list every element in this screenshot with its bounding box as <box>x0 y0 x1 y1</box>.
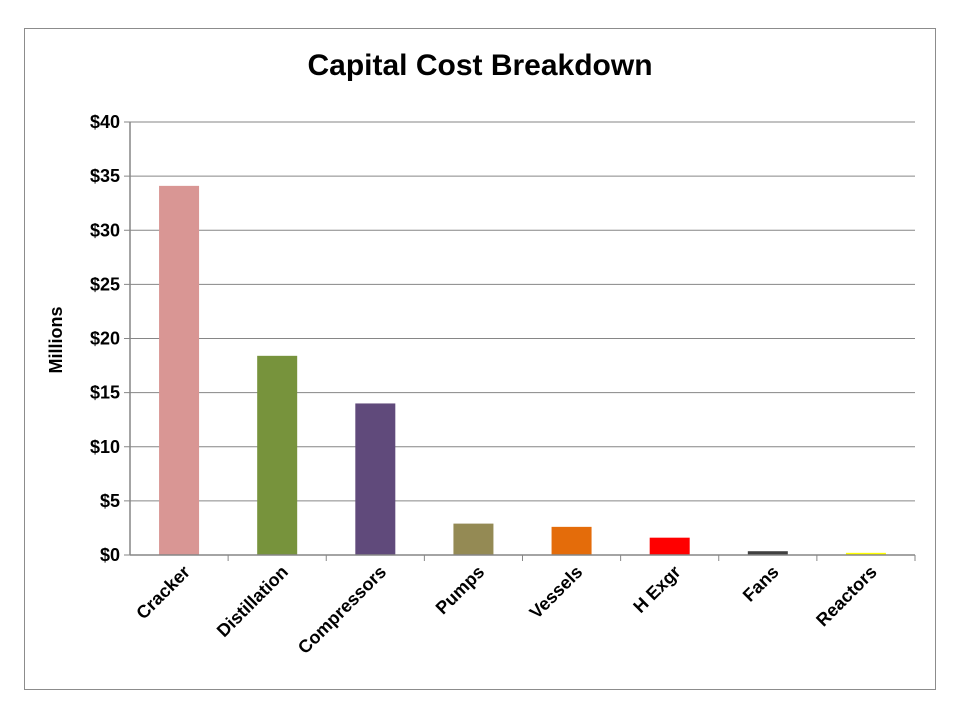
x-tick-label: Pumps <box>432 562 489 619</box>
y-tick-label: $5 <box>100 491 120 511</box>
bar-pumps <box>453 523 494 555</box>
bars <box>159 185 886 555</box>
y-tick-label: $40 <box>90 112 120 132</box>
bar-reactors <box>845 552 886 555</box>
y-tick-label: $0 <box>100 545 120 565</box>
chart-title: Capital Cost Breakdown <box>307 49 652 82</box>
bar-fans <box>747 551 788 555</box>
y-tick-label: $10 <box>90 437 120 457</box>
y-tick-label: $25 <box>90 274 120 294</box>
y-axis-ticks: $0 $5 $10 $15 $20 $25 $30 $35 $40 <box>90 112 120 565</box>
x-tick-label: Vessels <box>526 562 587 623</box>
x-tick-label: Cracker <box>132 562 194 624</box>
x-tick-label: Fans <box>739 562 783 606</box>
x-tick-label: H Exgr <box>629 562 684 617</box>
x-tick-label: Reactors <box>812 562 881 631</box>
y-tick-label: $30 <box>90 220 120 240</box>
y-tick-label: $15 <box>90 383 120 403</box>
x-axis-ticks: Cracker Distillation Compressors Pumps Vesse… <box>132 555 916 658</box>
bar-cracker <box>159 185 200 555</box>
gridlines <box>124 121 915 556</box>
y-tick-label: $20 <box>90 329 120 349</box>
bar-vessels <box>551 526 592 555</box>
bar-h-exgr <box>649 537 690 555</box>
bar-compressors <box>355 403 396 555</box>
bar-distillation <box>257 355 298 555</box>
y-tick-label: $35 <box>90 166 120 186</box>
y-axis-label: Millions <box>46 307 66 374</box>
x-tick-label: Compressors <box>294 562 390 658</box>
x-tick-label: Distillation <box>213 562 292 641</box>
